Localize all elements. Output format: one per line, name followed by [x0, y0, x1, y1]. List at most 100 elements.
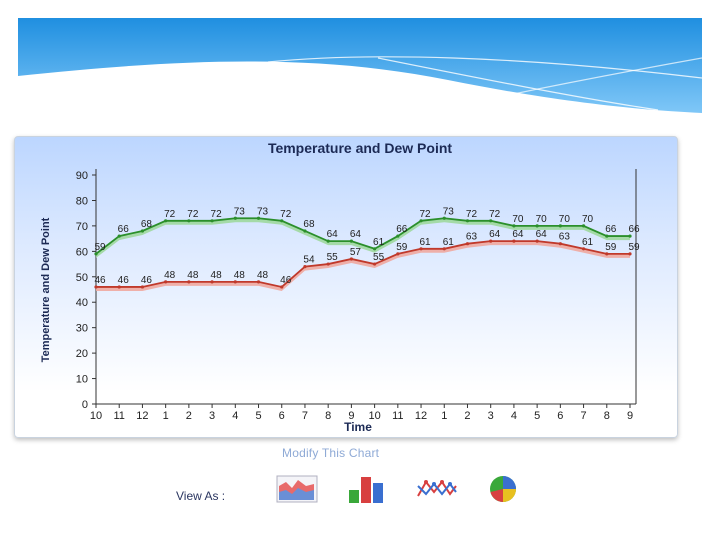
- series-1-data-label: 70: [559, 214, 571, 225]
- series-2-point: [280, 285, 284, 289]
- series-2-data-label: 59: [628, 242, 640, 253]
- series-2-data-label: 63: [559, 232, 571, 243]
- pie-chart-icon[interactable]: [482, 474, 524, 504]
- series-2-point: [164, 280, 168, 284]
- x-tick-label: 11: [392, 410, 403, 422]
- series-1-point: [605, 234, 609, 238]
- x-tick-label: 9: [348, 410, 354, 422]
- series-1-data-label: 66: [396, 224, 408, 235]
- series-2-data-label: 55: [327, 252, 339, 263]
- series-1-point: [256, 216, 261, 220]
- series-2-data-label: 61: [582, 237, 594, 248]
- series-1-data-label: 66: [118, 224, 130, 235]
- series-1-data-label: 66: [628, 224, 640, 235]
- series-2-point: [535, 239, 539, 243]
- series-2-data-label: 46: [118, 275, 130, 286]
- x-tick-label: 12: [415, 410, 427, 422]
- series-2-point: [419, 247, 423, 251]
- y-tick-label: 0: [82, 399, 88, 411]
- y-tick-label: 20: [76, 348, 88, 360]
- series-1-data-label: 73: [234, 206, 246, 217]
- series-1-point: [164, 219, 168, 223]
- x-tick-label: 5: [534, 410, 540, 422]
- y-tick-label: 50: [76, 272, 88, 284]
- series-2-point: [489, 239, 493, 243]
- series-2-point: [210, 280, 214, 284]
- series-2-data-label: 48: [164, 270, 176, 281]
- series-1-data-label: 72: [419, 209, 431, 220]
- series-1-point: [558, 224, 562, 228]
- line-chart-icon[interactable]: [416, 474, 458, 504]
- series-1-line: [95, 217, 630, 255]
- x-tick-label: 6: [279, 410, 285, 422]
- header-banner: [18, 18, 702, 128]
- series-1-data-label: 68: [303, 219, 315, 230]
- series-1-point: [349, 239, 353, 243]
- series-1-data-label: 72: [164, 209, 176, 220]
- x-tick-label: 9: [627, 410, 633, 422]
- series-2-data-label: 61: [419, 237, 431, 248]
- series-1-data-label: 66: [605, 224, 617, 235]
- series-1-point: [419, 219, 423, 223]
- y-tick-label: 70: [76, 221, 88, 233]
- x-tick-label: 11: [114, 410, 125, 422]
- series-1-data-label: 61: [373, 237, 385, 248]
- x-tick-label: 10: [368, 410, 380, 422]
- series-1-point: [326, 239, 330, 243]
- series-2-point: [349, 257, 353, 261]
- modify-chart-link[interactable]: Modify This Chart: [282, 446, 380, 460]
- series-2-point: [605, 252, 609, 256]
- series-2-data-label: 48: [234, 270, 246, 281]
- series-1-point: [489, 219, 493, 223]
- series-1-data-label: 68: [141, 219, 153, 230]
- y-tick-label: 60: [76, 246, 88, 258]
- series-2-data-label: 64: [536, 229, 548, 240]
- series-1-data-label: 73: [443, 206, 455, 217]
- series-2-data-label: 59: [396, 242, 408, 253]
- series-1-data-label: 64: [327, 229, 339, 240]
- series-2-data-label: 48: [211, 270, 223, 281]
- series-1-point: [373, 247, 377, 251]
- x-tick-label: 12: [136, 410, 148, 422]
- series-2-data-label: 63: [466, 232, 478, 243]
- series-1-point: [442, 216, 446, 220]
- view-as-label: View As :: [176, 489, 226, 503]
- series-1-data-label: 73: [257, 206, 269, 217]
- series-2-point: [117, 285, 121, 289]
- series-1-point: [581, 224, 586, 228]
- x-tick-label: 4: [232, 410, 238, 422]
- x-axis-label: Time: [344, 420, 372, 434]
- series-2-data-label: 46: [280, 275, 292, 286]
- series-2-point: [442, 247, 446, 251]
- x-tick-label: 7: [581, 410, 587, 422]
- y-tick-label: 10: [76, 374, 88, 386]
- series-2-data-label: 64: [512, 229, 524, 240]
- series-1-point: [117, 234, 121, 238]
- x-tick-label: 4: [511, 410, 517, 422]
- series-1-data-label: 72: [211, 209, 223, 220]
- bar-chart-icon[interactable]: [346, 474, 388, 504]
- series-2-data-label: 46: [94, 275, 106, 286]
- x-tick-label: 1: [163, 410, 169, 422]
- series-1-point: [303, 229, 307, 233]
- x-tick-label: 2: [464, 410, 470, 422]
- series-1-point: [140, 229, 145, 233]
- series-1-data-label: 70: [536, 214, 548, 225]
- series-2-point: [303, 265, 307, 269]
- x-tick-label: 10: [90, 410, 102, 422]
- series-1-point: [187, 219, 191, 223]
- series-1-band: [96, 218, 630, 258]
- series-2-data-label: 54: [303, 255, 315, 266]
- y-axis-label: Temperature and Dew Point: [40, 217, 52, 362]
- temperature-dew-point-chart: Temperature and Dew Point Time Temperatu…: [40, 140, 640, 434]
- x-tick-label: 3: [209, 410, 215, 422]
- series-1-point: [535, 224, 539, 228]
- y-tick-label: 40: [76, 297, 88, 309]
- series-1-data-label: 72: [466, 209, 478, 220]
- series-2-data-label: 61: [443, 237, 455, 248]
- series-1-point: [233, 216, 237, 220]
- area-chart-icon[interactable]: [276, 474, 318, 504]
- x-tick-label: 8: [325, 410, 331, 422]
- series-2-point: [140, 285, 145, 289]
- chart-title: Temperature and Dew Point: [268, 140, 452, 156]
